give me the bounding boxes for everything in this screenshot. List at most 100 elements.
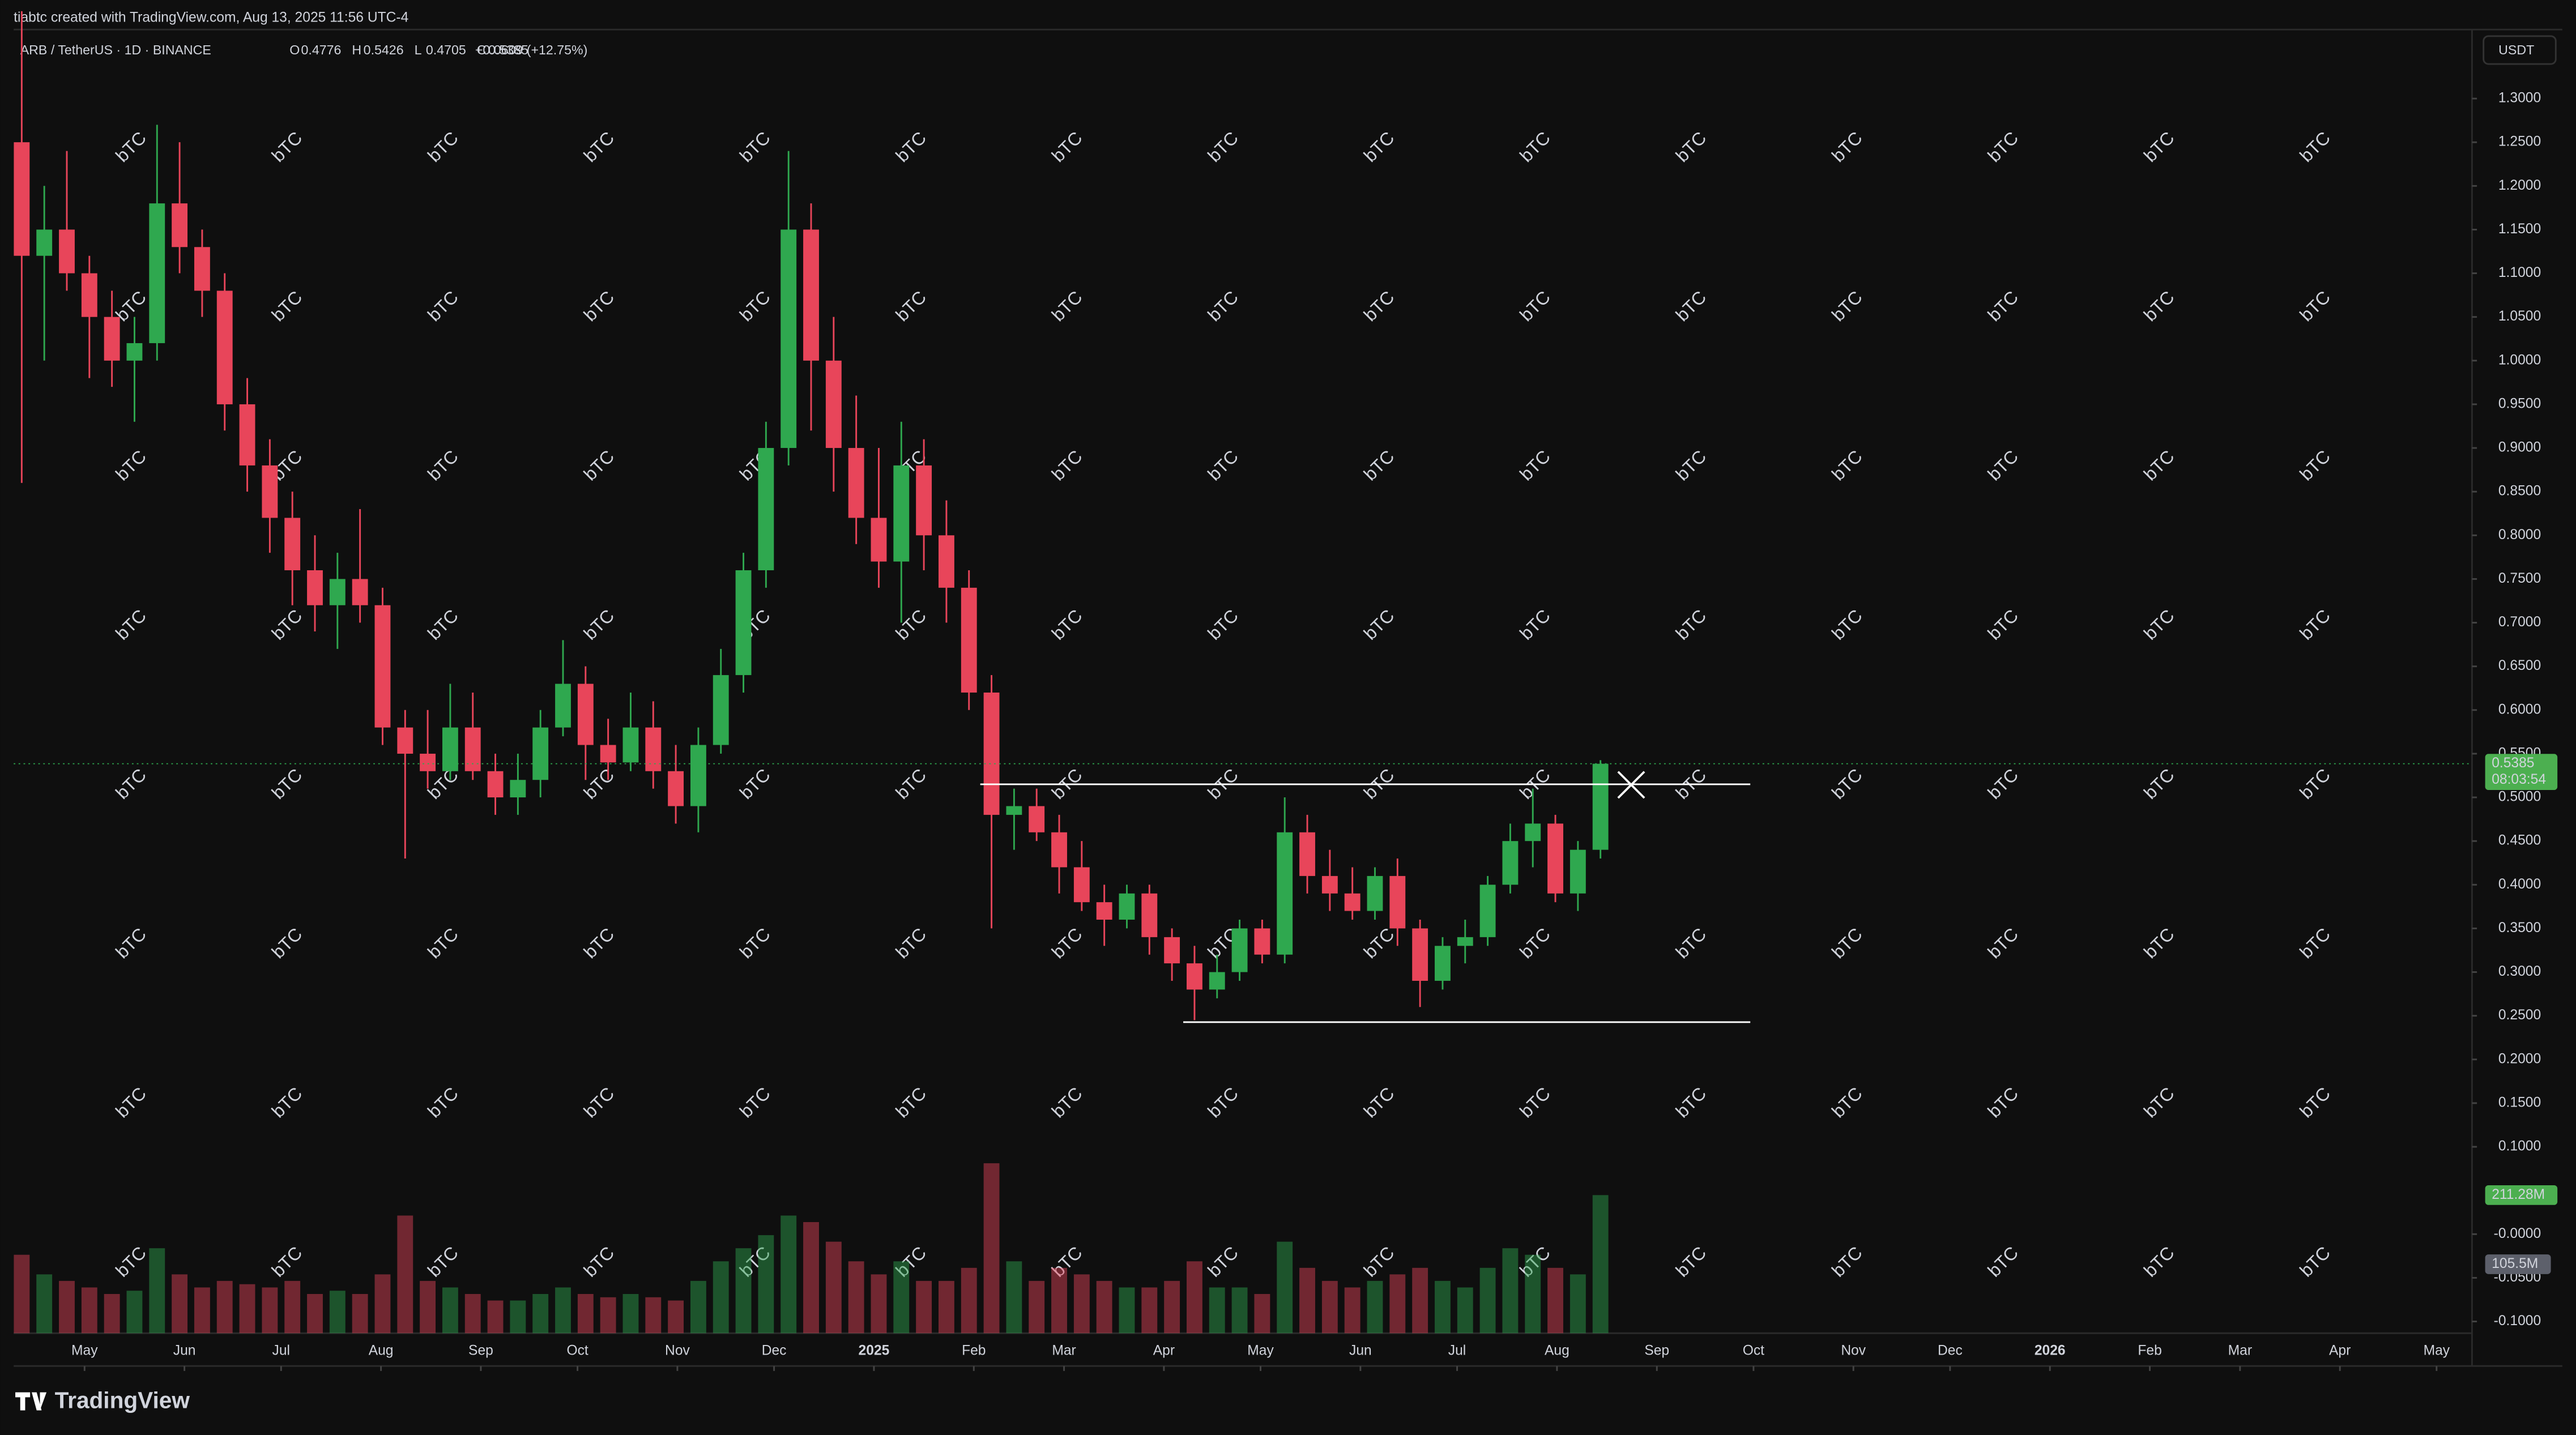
x-mark xyxy=(1617,771,1645,799)
candle-body xyxy=(1209,972,1225,990)
volume-bar xyxy=(1231,1287,1248,1334)
credit: tiabtc created with TradingView.com, Aug… xyxy=(14,10,408,25)
y-tick-label: 0.2500 xyxy=(2498,1007,2541,1023)
brand: TradingView xyxy=(55,1387,190,1413)
candle-body xyxy=(938,535,954,588)
volume-bar xyxy=(1209,1287,1225,1334)
ohlc-key: H xyxy=(352,42,361,57)
candle-body xyxy=(690,745,706,806)
candle-body xyxy=(1389,875,1406,929)
volume-ma-label-box xyxy=(2485,1254,2551,1274)
volume-bar xyxy=(1525,1254,1541,1334)
volume-bar xyxy=(1299,1267,1315,1334)
candle-body xyxy=(758,448,774,571)
candle-body xyxy=(464,727,481,771)
ohlc-value: 0.4705 xyxy=(426,42,466,57)
candle-body xyxy=(149,203,165,343)
candle-body xyxy=(803,229,819,361)
ohlc-value: 0.4776 xyxy=(301,42,342,57)
volume-bar xyxy=(735,1248,752,1334)
x-tick-label: Apr xyxy=(2329,1343,2351,1359)
candle-body xyxy=(1547,823,1563,894)
volume-bar xyxy=(645,1297,662,1334)
candle-body xyxy=(645,727,662,771)
volume-bar xyxy=(1006,1261,1022,1334)
x-tick-label: Aug xyxy=(1545,1343,1570,1359)
candle-body xyxy=(1299,832,1315,876)
volume-bar xyxy=(374,1274,391,1334)
volume-bar xyxy=(239,1284,255,1334)
x-tick-label: Oct xyxy=(1743,1343,1764,1359)
x-tick-label: Nov xyxy=(1841,1343,1866,1359)
ohlc-value: 0.5385 xyxy=(488,42,528,57)
last-price-box xyxy=(2485,754,2558,791)
volume-bar xyxy=(194,1287,210,1334)
volume-bar xyxy=(781,1215,797,1334)
volume-bar xyxy=(284,1280,301,1334)
change: +0.0609 (+12.75%) xyxy=(475,42,588,57)
volume-bar xyxy=(1389,1274,1406,1334)
x-tick-label: Aug xyxy=(369,1343,394,1359)
volume-bar xyxy=(14,1254,30,1334)
candle-body xyxy=(1096,902,1112,920)
candle-body xyxy=(1344,893,1360,911)
ohlc-key: L xyxy=(415,42,422,57)
x-tick-label: Apr xyxy=(1153,1343,1175,1359)
cross xyxy=(1617,771,1645,799)
volume-bar xyxy=(1435,1280,1451,1334)
volume-bar xyxy=(1502,1248,1519,1334)
candle-body xyxy=(284,518,301,571)
volume-bar xyxy=(216,1280,233,1334)
currency-button[interactable] xyxy=(2483,35,2557,65)
candle-body xyxy=(1119,893,1135,920)
candle-body xyxy=(848,448,864,518)
candle-body xyxy=(1525,823,1541,842)
volume-bar xyxy=(1479,1267,1496,1334)
volume-bar xyxy=(1547,1267,1563,1334)
volume-bar xyxy=(149,1248,165,1334)
volume-bar xyxy=(532,1293,549,1334)
volume-bar xyxy=(1344,1287,1360,1334)
volume-bar xyxy=(307,1293,323,1334)
countdown: 08:03:54 xyxy=(2492,772,2546,787)
candle-body xyxy=(59,229,75,274)
y-tick-label: 0.1000 xyxy=(2498,1139,2541,1154)
candle-body xyxy=(1502,841,1519,885)
x-tick-label: May xyxy=(71,1343,98,1359)
volume-bar xyxy=(487,1300,504,1334)
candle-body xyxy=(420,753,436,771)
volume-bar xyxy=(1277,1241,1293,1334)
currency-label[interactable]: USDT xyxy=(2498,42,2534,57)
y-tick-label: 0.4000 xyxy=(2498,877,2541,892)
volume-bar xyxy=(262,1287,278,1334)
candle-body xyxy=(1592,763,1609,850)
brand-logo: TradingView xyxy=(15,1387,190,1413)
candle-body xyxy=(1073,867,1090,903)
candle-body xyxy=(1412,928,1428,981)
volume-bar xyxy=(893,1261,910,1334)
y-tick-label: 0.3000 xyxy=(2498,964,2541,979)
x-tick-label: Jun xyxy=(1349,1343,1372,1359)
candle-body xyxy=(1435,946,1451,981)
x-tick-label: 2025 xyxy=(859,1343,890,1359)
volume-bar xyxy=(36,1274,53,1334)
volume-bar xyxy=(825,1241,842,1334)
candle-body xyxy=(1321,875,1338,894)
candle-body xyxy=(622,727,639,763)
candle-body xyxy=(442,727,458,771)
volume-bar xyxy=(555,1287,571,1334)
volume-bar xyxy=(938,1280,954,1334)
volume-bar xyxy=(622,1293,639,1334)
x-tick-label: Nov xyxy=(665,1343,690,1359)
candle-body xyxy=(172,203,188,247)
candle-body xyxy=(555,684,571,728)
volume-bar xyxy=(329,1291,346,1334)
volume-bar xyxy=(600,1297,616,1334)
volume-bar xyxy=(1570,1274,1586,1334)
x-tick-label: Dec xyxy=(762,1343,787,1359)
candle-body xyxy=(577,684,594,745)
volume-bar xyxy=(397,1215,413,1334)
x-tick-label: Sep xyxy=(1644,1343,1669,1359)
